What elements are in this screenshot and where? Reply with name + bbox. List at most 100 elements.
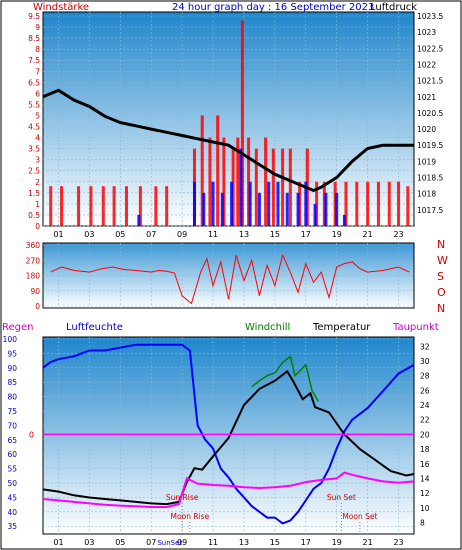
temperature-y-tick-label: 32 (420, 342, 430, 351)
pressure-y-tick-label: 1023.5 (417, 12, 443, 21)
pressure-y-tick-label: 1018 (417, 190, 436, 199)
windchill-label: Windchill (245, 322, 290, 333)
compass-letter: N (437, 302, 445, 315)
temp-panel-background (42, 336, 415, 535)
wind-x-tick-label: 17 (301, 230, 311, 239)
temperature-y-tick-label: 22 (420, 416, 430, 425)
dewpoint-line (42, 471, 415, 508)
temp-x-tick-label: 07 (146, 538, 156, 547)
wind-bar (271, 148, 275, 226)
wind-bar (154, 186, 158, 226)
pressure-y-tick-label: 1018.5 (417, 174, 443, 183)
gust-bar (276, 181, 280, 226)
humidity-y-tick-label: 65 (7, 436, 17, 445)
pressure-y-tick-label: 1019 (417, 157, 436, 166)
humidity-y-tick-label: 40 (7, 508, 17, 517)
wind-x-tick-label: 03 (84, 230, 94, 239)
wind-y-tick-label: 2 (35, 178, 40, 187)
wind-x-tick-label: 19 (332, 230, 342, 239)
wind-bar (247, 137, 251, 226)
temperature-y-tick-label: 16 (420, 460, 430, 469)
wind-x-tick-label: 23 (393, 230, 403, 239)
pressure-y-tick-label: 1017.5 (417, 206, 443, 215)
wind-bar (322, 181, 326, 226)
temperature-y-tick-label: 12 (420, 489, 430, 498)
wind-y-tick-label: 8.5 (28, 34, 40, 43)
pressure-y-tick-label: 1022.5 (417, 44, 443, 53)
humidity-y-tick-label: 100 (3, 335, 18, 344)
wind-y-tick-label: 7 (35, 67, 40, 76)
gust-bar (296, 192, 300, 226)
wind-bar (366, 181, 370, 226)
wind-x-tick-label: 15 (270, 230, 280, 239)
wind-bar (387, 181, 391, 226)
header-right-label: Luftdruck (370, 2, 417, 13)
temperature-y-tick-label: 26 (420, 386, 430, 395)
temp-x-tick-label: 01 (53, 538, 63, 547)
temperature-y-tick-label: 24 (420, 401, 430, 410)
temp-x-tick-label: 11 (208, 538, 218, 547)
pressure-y-tick-label: 1020 (417, 125, 436, 134)
temp-x-tick-label: 21 (363, 538, 373, 547)
temperature-line (42, 369, 415, 506)
gust-bar (267, 181, 271, 226)
temperature-humidity-panel: 35 40 45 50 55 60 65 70 75 80 85 90 95 100 0 8 10 12 14 16… (3, 335, 430, 547)
gust-bar (304, 181, 308, 226)
compass-letter: N (437, 238, 445, 251)
wind-y-tick-label: 8 (35, 45, 40, 54)
wind-y-tick-label: 0 (35, 222, 40, 231)
wind-bar (208, 137, 212, 226)
humidity-y-tick-label: 75 (7, 407, 17, 416)
pressure-y-tick-label: 1023 (417, 28, 436, 37)
humidity-y-tick-label: 50 (7, 479, 17, 488)
wind-bar (406, 186, 410, 226)
gust-bar (239, 148, 243, 226)
temp-x-tick-label: 17 (301, 538, 311, 547)
wind-bar (112, 186, 116, 226)
wind-bar (376, 181, 380, 226)
wind-y-tick-label: 5.5 (28, 100, 40, 109)
wind-x-tick-label: 07 (146, 230, 156, 239)
event-annotation: Sun Set (327, 493, 356, 502)
compass-letter: S (437, 270, 444, 283)
compass-letter: O (437, 286, 446, 299)
humidity-y-tick-label: 55 (7, 465, 17, 474)
gust-bar (137, 214, 141, 226)
humidity-y-tick-label: 60 (7, 450, 17, 459)
wind-bar (315, 181, 319, 226)
wind-y-tick-label: 0.5 (28, 211, 40, 220)
wind-y-tick-label: 2.5 (28, 167, 40, 176)
gust-bar (324, 192, 328, 226)
temp-x-tick-label: 13 (239, 538, 249, 547)
chart-title: 24 hour graph day : 16 September 2023 (172, 2, 374, 13)
wind-bar (124, 186, 128, 226)
wind-y-tick-label: 1.5 (28, 189, 40, 198)
wind-x-tick-label: 01 (53, 230, 63, 239)
temp-x-tick-label: 15 (270, 538, 280, 547)
wind-y-tick-label: 3.5 (28, 145, 40, 154)
wind-x-tick-label: 21 (363, 230, 373, 239)
wind-bar (264, 137, 268, 226)
temp-x-tick-label: 09 (177, 538, 187, 547)
wind-bar (236, 137, 240, 226)
temperature-y-tick-label: 18 (420, 445, 430, 454)
wind-bar (397, 181, 401, 226)
header-left-label: Windstärke (33, 2, 89, 13)
temperature-y-tick-label: 8 (420, 518, 425, 527)
temp-x-tick-label: 19 (332, 538, 342, 547)
wind-bar (333, 181, 337, 226)
wind-y-tick-label: 7.5 (28, 56, 40, 65)
wind-y-tick-label: 3 (35, 156, 40, 165)
gust-bar (313, 203, 317, 226)
wind-y-tick-label: 1 (35, 200, 40, 209)
humidity-y-tick-label: 90 (7, 364, 17, 373)
wind-x-tick-label: 13 (239, 230, 249, 239)
direction-y-tick-label: 0 (35, 302, 40, 311)
wind-panel-background (42, 11, 415, 227)
wind-bar (281, 148, 285, 226)
wind-bar (101, 186, 105, 226)
